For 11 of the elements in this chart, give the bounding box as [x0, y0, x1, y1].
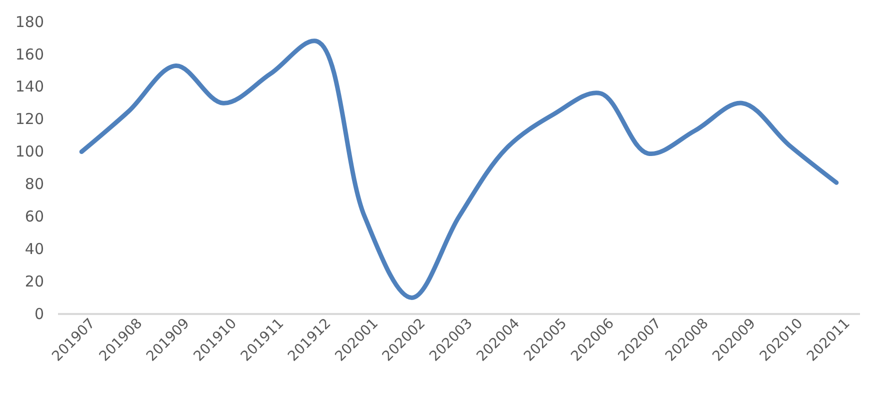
y-tick-label: 180	[15, 12, 44, 31]
y-tick-label: 80	[24, 175, 44, 194]
y-tick-label: 20	[24, 272, 44, 290]
y-tick-label: 140	[15, 78, 44, 96]
y-tick-label: 160	[15, 45, 44, 64]
y-tick-label: 120	[15, 110, 44, 128]
y-tick-label: 60	[24, 207, 44, 226]
line-series	[79, 39, 839, 300]
y-tick-label: 100	[15, 142, 44, 161]
y-tick-label: 0	[34, 304, 44, 323]
y-tick-label: 40	[24, 240, 44, 258]
